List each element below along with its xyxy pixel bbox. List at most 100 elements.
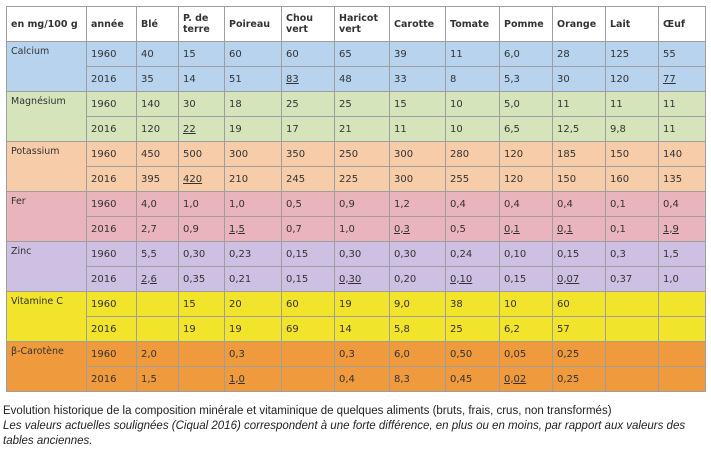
column-header: Lait bbox=[605, 6, 659, 42]
value-cell bbox=[658, 341, 706, 367]
value-cell: 10 bbox=[445, 91, 500, 117]
value-cell: 255 bbox=[445, 166, 500, 192]
value-cell: 0,25 bbox=[552, 341, 606, 367]
value-cell: 51 bbox=[224, 66, 282, 92]
value-cell: 0,4 bbox=[445, 191, 500, 217]
table-row: 2016 19 19 69 14 5,8 25 6,2 57 bbox=[6, 316, 706, 342]
value-cell: 5,0 bbox=[499, 91, 553, 117]
value-cell: 0,1 bbox=[605, 216, 659, 242]
value-cell: 77 bbox=[658, 66, 706, 92]
value-cell: 55 bbox=[658, 41, 706, 67]
value-cell: 185 bbox=[552, 141, 606, 167]
value-cell: 69 bbox=[281, 316, 335, 342]
table-row: Fer 1960 4,0 1,0 1,0 0,5 0,9 1,2 0,4 0,4 0,4 0,1 0,4 bbox=[6, 191, 706, 242]
table-row: 2016 35 14 51 83 48 33 8 5,3 30 120 77 bbox=[6, 66, 706, 92]
value-cell: 0,10 bbox=[499, 241, 553, 267]
nutrient-label: Calcium bbox=[6, 41, 87, 92]
value-cell: 0,15 bbox=[499, 266, 553, 292]
value-cell bbox=[605, 291, 659, 317]
value-cell: 0,30 bbox=[334, 241, 390, 267]
value-cell: 160 bbox=[605, 166, 659, 192]
value-cell: 1,5 bbox=[658, 241, 706, 267]
year-cell: 2016 bbox=[86, 66, 137, 92]
value-cell: 10 bbox=[499, 291, 553, 317]
value-cell: 33 bbox=[389, 66, 446, 92]
value-cell: 19 bbox=[334, 291, 390, 317]
value-cell bbox=[658, 316, 706, 342]
value-cell: 65 bbox=[334, 41, 390, 67]
value-cell: 0,24 bbox=[445, 241, 500, 267]
value-cell: 0,5 bbox=[445, 216, 500, 242]
column-header: Orange bbox=[552, 6, 606, 42]
value-cell: 1,9 bbox=[658, 216, 706, 242]
value-cell: 0,3 bbox=[334, 341, 390, 367]
year-cell: 2016 bbox=[86, 316, 137, 342]
table-row: Zinc 1960 5,5 0,30 0,23 0,15 0,30 0,30 0,24 0,10 0… bbox=[6, 241, 706, 292]
value-cell: 0,05 bbox=[499, 341, 553, 367]
value-cell: 350 bbox=[281, 141, 335, 167]
year-cell: 1960 bbox=[86, 241, 137, 267]
value-cell: 19 bbox=[178, 316, 225, 342]
table-row: Magnésium 1960 140 30 18 25 25 15 10 5,0 11 11 11 bbox=[6, 91, 706, 142]
year-cell: 1960 bbox=[86, 91, 137, 117]
value-cell: 0,45 bbox=[445, 366, 500, 392]
column-header: Blé bbox=[136, 6, 179, 42]
value-cell: 11 bbox=[605, 91, 659, 117]
value-cell: 1,0 bbox=[658, 266, 706, 292]
table-row: Calcium 1960 40 15 60 60 65 39 11 6,0 28 125 55 bbox=[6, 41, 706, 92]
year-cell: 2016 bbox=[86, 166, 137, 192]
value-cell: 120 bbox=[605, 66, 659, 92]
value-cell: 150 bbox=[552, 166, 606, 192]
value-cell: 5,3 bbox=[499, 66, 553, 92]
value-cell: 60 bbox=[552, 291, 606, 317]
value-cell: 0,15 bbox=[552, 241, 606, 267]
value-cell: 0,4 bbox=[658, 191, 706, 217]
value-cell: 15 bbox=[178, 291, 225, 317]
value-cell: 0,3 bbox=[224, 341, 282, 367]
value-cell: 1,0 bbox=[178, 191, 225, 217]
value-cell: 280 bbox=[445, 141, 500, 167]
value-cell: 48 bbox=[334, 66, 390, 92]
nutrition-table-container: en mg/100 g année Blé P. de terre Poireau Cho… bbox=[6, 6, 706, 392]
value-cell: 120 bbox=[499, 141, 553, 167]
value-cell: 1,0 bbox=[334, 216, 390, 242]
value-cell: 60 bbox=[281, 41, 335, 67]
value-cell bbox=[281, 341, 335, 367]
value-cell: 21 bbox=[334, 116, 390, 142]
value-cell: 0,21 bbox=[224, 266, 282, 292]
value-cell: 38 bbox=[445, 291, 500, 317]
nutrient-label: Fer bbox=[6, 191, 87, 242]
value-cell: 0,9 bbox=[178, 216, 225, 242]
value-cell: 83 bbox=[281, 66, 335, 92]
value-cell: 5,5 bbox=[136, 241, 179, 267]
value-cell: 6,0 bbox=[499, 41, 553, 67]
year-cell: 2016 bbox=[86, 116, 137, 142]
value-cell: 0,25 bbox=[552, 366, 606, 392]
value-cell: 57 bbox=[552, 316, 606, 342]
value-cell: 10 bbox=[445, 116, 500, 142]
value-cell: 0,15 bbox=[281, 241, 335, 267]
value-cell bbox=[658, 366, 706, 392]
nutrient-label: Vitamine C bbox=[6, 291, 87, 342]
year-cell: 1960 bbox=[86, 291, 137, 317]
value-cell: 6,2 bbox=[499, 316, 553, 342]
value-cell: 120 bbox=[499, 166, 553, 192]
value-cell: 11 bbox=[389, 116, 446, 142]
table-row: Vitamine C 1960 15 20 60 19 9,0 38 10 60 bbox=[6, 291, 706, 342]
year-cell: 2016 bbox=[86, 366, 137, 392]
value-cell: 300 bbox=[224, 141, 282, 167]
value-cell bbox=[658, 291, 706, 317]
value-cell: 30 bbox=[552, 66, 606, 92]
value-cell: 0,30 bbox=[334, 266, 390, 292]
nutrient-label: Potassium bbox=[6, 141, 87, 192]
value-cell: 1,2 bbox=[389, 191, 446, 217]
value-cell: 1,5 bbox=[224, 216, 282, 242]
value-cell bbox=[178, 366, 225, 392]
value-cell: 2,0 bbox=[136, 341, 179, 367]
value-cell: 14 bbox=[334, 316, 390, 342]
value-cell: 2,7 bbox=[136, 216, 179, 242]
value-cell: 2,6 bbox=[136, 266, 179, 292]
column-header: Pomme bbox=[499, 6, 553, 42]
value-cell bbox=[281, 366, 335, 392]
value-cell: 125 bbox=[605, 41, 659, 67]
